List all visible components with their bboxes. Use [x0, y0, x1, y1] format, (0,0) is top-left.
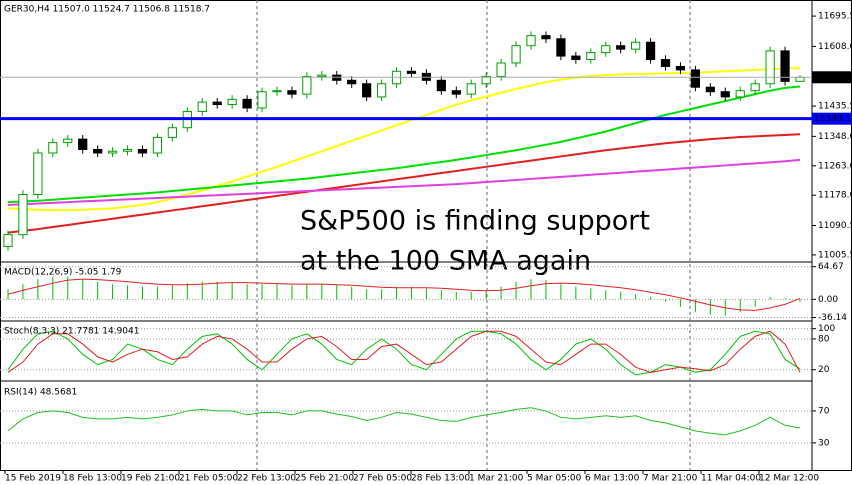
candle-body [137, 149, 148, 154]
x-tick-label: 11 Mar 04:00 [701, 474, 761, 484]
candle-body [556, 38, 566, 57]
last-price-label: 11518.7 [814, 73, 851, 83]
panel-title: MACD(12,26,9) -5.05 1.79 [4, 268, 122, 278]
candle-body [705, 86, 715, 93]
x-tick-label: 5 Mar 05:00 [527, 474, 582, 484]
y-tick-label: 20 [818, 365, 830, 375]
x-tick-label: 7 Mar 21:00 [643, 474, 698, 484]
y-tick-label: 64.67 [818, 262, 844, 272]
x-tick-label: 28 Feb 13:00 [411, 474, 470, 484]
candle-body [257, 91, 267, 109]
indicator-line [7, 85, 801, 204]
candle-body [720, 91, 730, 98]
y-tick-label: 11178.0 [818, 191, 852, 201]
candle-body [362, 83, 372, 98]
indicator-line [7, 67, 801, 212]
candle-body [167, 127, 177, 138]
panel-title: RSI(14) 48.5681 [4, 388, 77, 398]
annotation: at the 100 SMA again [300, 246, 591, 277]
x-tick-label: 15 Feb 2019 [5, 474, 61, 484]
indicator-line [7, 330, 801, 373]
y-tick-label: 70 [818, 406, 830, 416]
candle-body [3, 234, 13, 247]
y-tick-label: 11090.5 [818, 221, 852, 231]
annotation: S&P500 is finding support [300, 206, 650, 237]
indicator-line [7, 407, 801, 436]
candle-body [302, 75, 312, 95]
level-label-box [812, 112, 852, 125]
candle-body [317, 74, 327, 77]
candle-body [795, 76, 805, 82]
y-tick-label: 80 [818, 334, 830, 344]
candle-body [690, 69, 701, 88]
x-tick-label: 18 Feb 13:00 [63, 474, 122, 484]
candle-body [780, 50, 790, 82]
candle-body [511, 45, 521, 64]
indicator-line [7, 278, 801, 311]
x-tick-label: 27 Feb 05:00 [353, 474, 412, 484]
last-price-box [812, 71, 852, 84]
candle-body [675, 65, 686, 71]
candle-body [631, 41, 641, 50]
y-tick-label: 11005.5 [818, 250, 852, 260]
candle-body [616, 45, 626, 50]
candle-body [48, 142, 58, 154]
indicator-line [7, 133, 801, 234]
candle-body [496, 62, 506, 77]
candle-body [197, 101, 207, 112]
candle-body [227, 98, 237, 106]
level-label: 11399.1 [814, 114, 851, 124]
candle-body [451, 90, 461, 95]
y-tick-label: 30 [818, 438, 830, 448]
candle-body [376, 83, 387, 98]
x-tick-label: 25 Feb 21:00 [295, 474, 354, 484]
y-tick-label: 11608.0 [818, 42, 852, 52]
x-tick-label: 6 Mar 13:00 [585, 474, 640, 484]
candle-body [33, 152, 43, 196]
x-tick-label: 1 Mar 21:00 [469, 474, 524, 484]
y-tick-label: 100 [818, 324, 835, 334]
candle-body [571, 55, 581, 61]
indicator-line [7, 158, 801, 206]
candle-body [586, 52, 596, 61]
y-tick-label: 11263.0 [818, 161, 852, 171]
y-tick-label: 11435.5 [818, 102, 852, 112]
candle-body [406, 70, 417, 74]
candle-body [78, 138, 88, 151]
x-tick-label: 22 Feb 13:00 [237, 474, 296, 484]
candle-body [242, 98, 252, 109]
y-tick-label: 11695.5 [818, 12, 852, 22]
y-tick-label: 0.00 [818, 295, 838, 305]
candle-body [601, 45, 611, 54]
candle-body [287, 90, 297, 95]
y-tick-label: -36.14 [818, 313, 847, 323]
panel-title: GER30,H4 11507.0 11524.7 11506.8 11518.7 [4, 5, 210, 15]
candle-body [347, 79, 357, 85]
candle-body [765, 50, 775, 85]
candle-body [107, 150, 118, 154]
indicator-line [7, 330, 801, 376]
candle-body [541, 35, 551, 40]
candle-body [750, 83, 760, 92]
candle-body [735, 90, 745, 98]
candle-body [152, 136, 163, 154]
candle-body [481, 75, 491, 85]
candle-body [660, 59, 671, 67]
candle-body [122, 149, 133, 152]
candle-body [436, 79, 446, 92]
candle-body [466, 83, 476, 95]
candle-body [63, 138, 73, 144]
candle-body [645, 41, 656, 61]
candle-body [212, 101, 222, 106]
y-tick-label: 11348.0 [818, 132, 852, 142]
candle-body [272, 90, 282, 93]
panel-title: Stoch(8,3,3) 21.7781 14.9041 [4, 327, 139, 337]
x-tick-label: 12 Mar 12:00 [759, 474, 819, 484]
x-tick-label: 21 Feb 05:00 [179, 474, 238, 484]
candle-body [93, 149, 103, 154]
x-tick-label: 19 Feb 21:00 [121, 474, 180, 484]
candle-body [526, 35, 536, 47]
candle-body [18, 194, 28, 236]
